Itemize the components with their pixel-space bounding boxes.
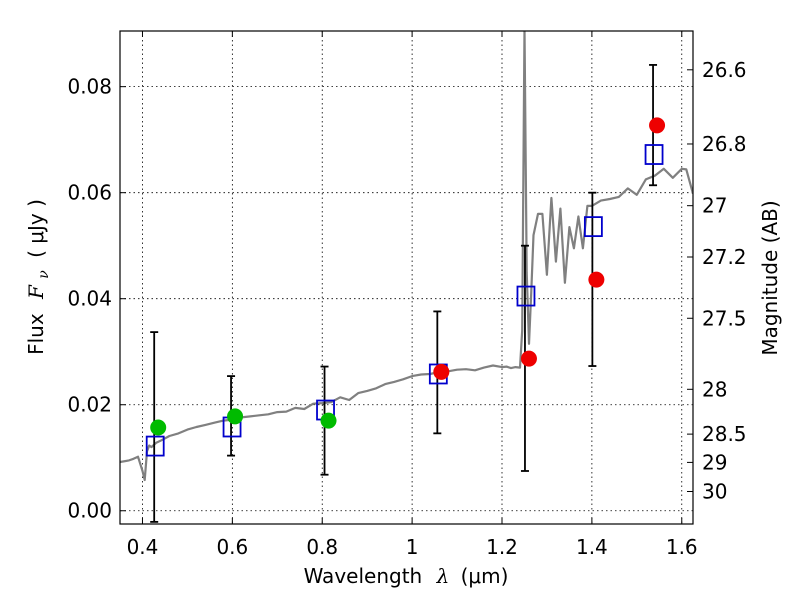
x-tick-label: 1.2 [486,535,518,559]
y-axis-label-unit: ( μJy ) [24,199,48,258]
y-axis-label-symbol: F [24,284,48,300]
mag-tick-label: 27.2 [702,245,747,269]
model-photometry-markers [145,144,664,457]
model-photometry-square [644,144,664,165]
observed-points [150,117,666,436]
observed-point [150,419,167,436]
x-tick-label: 1 [406,535,419,559]
mag-tick-label: 26.8 [702,132,747,156]
y-tick-label: 0.04 [67,287,112,311]
model-photometry-square [145,435,165,457]
x-axis-label-symbol: λ [436,564,450,588]
y-tick-label: 0.08 [67,75,112,99]
x-axis-label-prefix: Wavelength [304,564,423,588]
error-bars [150,64,658,523]
mag-tick-label: 30 [702,479,727,503]
mag-tick-label: 28 [702,377,727,401]
y-tick-label: 0.00 [67,499,112,523]
observed-point [433,363,450,380]
model-spectrum-line [120,31,693,482]
x-axis-label: Wavelength λ (μm) [304,564,509,588]
model-photometry-square [516,285,536,307]
x-tick-label: 0.6 [216,535,248,559]
observed-point [320,412,337,429]
model-photometry-square [583,216,603,238]
model-spectrum [120,31,693,482]
tick-marks [120,31,693,524]
y-axis-label-prefix: Flux [24,313,48,355]
mag-tick-label: 28.5 [702,422,747,446]
grid-lines [120,31,693,524]
x-tick-label: 0.4 [127,535,159,559]
mag-tick-label: 27 [702,194,727,218]
y-tick-labels: 0.00 0.02 0.04 0.06 0.08 [67,75,112,523]
magnitude-axis-label: Magnitude (AB) [758,200,782,355]
magnitude-tick-labels: 26.6 26.8 27 27.2 27.5 28 28.5 29 30 [702,58,747,504]
observed-point [588,271,605,288]
observed-point [649,117,666,134]
x-tick-labels: 0.4 0.6 0.8 1 1.2 1.4 1.6 [127,535,698,559]
mag-tick-label: 27.5 [702,306,747,330]
plot-frame [119,30,694,525]
x-tick-label: 1.6 [666,535,698,559]
y-tick-label: 0.02 [67,393,112,417]
observed-point [227,408,244,425]
mag-tick-label: 29 [702,450,727,474]
x-tick-label: 0.8 [306,535,338,559]
observed-point [520,350,537,367]
mag-tick-label: 26.6 [702,58,747,82]
x-tick-label: 1.4 [576,535,608,559]
y-axis-label: Flux F ν ( μJy ) [24,199,53,355]
x-axis-label-unit: (μm) [461,564,509,588]
y-tick-label: 0.06 [67,181,112,205]
y-axis-label-subscript: ν [36,270,52,279]
